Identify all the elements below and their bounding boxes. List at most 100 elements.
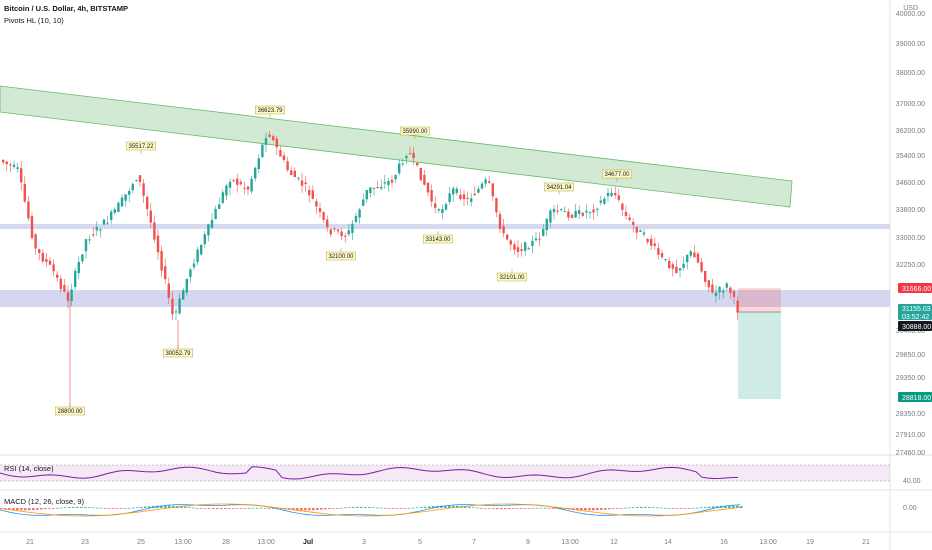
macd-bar bbox=[60, 507, 63, 509]
descending-channel[interactable] bbox=[0, 85, 793, 208]
macd-bar bbox=[668, 507, 671, 509]
macd-pane[interactable] bbox=[0, 491, 890, 531]
candle-body bbox=[354, 216, 358, 222]
rsi-pane[interactable] bbox=[0, 458, 890, 488]
rsi-legend[interactable]: RSI (14, close) bbox=[4, 464, 54, 473]
candle-body bbox=[149, 210, 152, 223]
candle-body bbox=[621, 203, 624, 210]
macd-bar bbox=[576, 508, 579, 511]
candle-body bbox=[300, 180, 304, 186]
candle-body bbox=[203, 234, 206, 245]
candle-body bbox=[725, 283, 728, 288]
candle-body bbox=[714, 292, 718, 296]
stop-loss-zone[interactable] bbox=[738, 288, 781, 312]
candle-body bbox=[549, 210, 552, 223]
macd-bar bbox=[52, 508, 55, 509]
candle-body bbox=[254, 167, 257, 179]
macd-bar bbox=[120, 508, 123, 509]
macd-bar bbox=[548, 508, 551, 509]
time-tick-label: 13:00 bbox=[257, 539, 275, 546]
macd-bar bbox=[504, 508, 507, 510]
candle-body bbox=[146, 196, 149, 210]
time-tick-label: 9 bbox=[526, 539, 530, 546]
candle-body bbox=[117, 202, 120, 213]
symbol-title[interactable]: Bitcoin / U.S. Dollar, 4h, BITSTAMP bbox=[4, 4, 129, 13]
indicator-legend[interactable]: Pivots HL (10, 10) bbox=[4, 16, 64, 25]
macd-bar bbox=[552, 508, 555, 509]
macd-bar bbox=[468, 506, 471, 508]
macd-bar bbox=[316, 508, 319, 511]
candlestick-series[interactable] bbox=[2, 130, 739, 410]
macd-bar bbox=[476, 507, 479, 509]
pivot-low-label: 33143.00 bbox=[423, 231, 454, 244]
macd-bar bbox=[688, 508, 691, 509]
macd-bar bbox=[168, 505, 171, 508]
candle-body bbox=[430, 189, 433, 202]
candle-body bbox=[635, 226, 638, 233]
macd-histogram[interactable] bbox=[0, 505, 743, 511]
macd-bar bbox=[8, 508, 11, 510]
macd-bar bbox=[268, 508, 271, 509]
candle-body bbox=[59, 278, 62, 290]
candle-body bbox=[20, 168, 23, 183]
stop-price-text: 31666.00 bbox=[902, 286, 931, 293]
candle-body bbox=[707, 280, 710, 288]
macd-bar bbox=[636, 506, 639, 508]
countdown-text: 03:52:42 bbox=[902, 314, 929, 321]
svg-text:34677.00: 34677.00 bbox=[604, 172, 630, 178]
price-axis[interactable]: 40000.00 39000.00 38000.00 37000.00 36200.00… bbox=[896, 11, 925, 457]
take-profit-zone[interactable] bbox=[738, 312, 781, 399]
rsi-line[interactable] bbox=[0, 466, 739, 480]
macd-bar bbox=[324, 508, 327, 510]
candle-body bbox=[279, 150, 282, 157]
candle-body bbox=[650, 238, 653, 246]
macd-bar bbox=[692, 507, 695, 509]
resistance-zone[interactable] bbox=[0, 224, 890, 229]
candle-body bbox=[480, 183, 484, 189]
macd-bar bbox=[360, 506, 363, 508]
time-tick-label: 5 bbox=[418, 539, 422, 546]
macd-bar bbox=[88, 507, 91, 508]
candle-body bbox=[632, 221, 635, 225]
candle-body bbox=[135, 180, 138, 182]
macd-bar bbox=[524, 508, 527, 509]
candle-body bbox=[552, 208, 556, 213]
macd-bar bbox=[528, 508, 531, 509]
candle-body bbox=[23, 183, 26, 202]
macd-bar bbox=[80, 506, 83, 508]
candle-body bbox=[646, 238, 649, 243]
time-tick-label: 25 bbox=[137, 539, 145, 546]
candle-body bbox=[369, 187, 372, 194]
candle-body bbox=[596, 208, 599, 210]
rsi-band bbox=[0, 465, 890, 481]
candle-body bbox=[423, 174, 426, 185]
candle-body bbox=[484, 179, 487, 184]
candle-body bbox=[70, 289, 73, 302]
macd-bar bbox=[600, 508, 603, 510]
candle-body bbox=[628, 217, 631, 221]
signal-line[interactable] bbox=[0, 503, 741, 517]
candle-body bbox=[599, 200, 602, 203]
candle-body bbox=[534, 238, 538, 241]
macd-bar bbox=[252, 507, 255, 509]
macd-bar bbox=[264, 507, 267, 509]
macd-bar bbox=[648, 506, 651, 508]
time-axis[interactable]: 21 23 25 13:00 28 13:00 Jul 3 5 7 9 13:00 12 14 16 13:0… bbox=[26, 539, 870, 546]
macd-bar bbox=[448, 505, 451, 508]
price-tick-label: 29350.00 bbox=[896, 375, 925, 382]
candle-body bbox=[488, 181, 491, 183]
macd-bar bbox=[64, 507, 67, 509]
macd-bar bbox=[480, 508, 483, 509]
macd-bar bbox=[96, 507, 99, 509]
candle-body bbox=[326, 219, 329, 228]
macd-bar bbox=[44, 508, 47, 510]
macd-bar bbox=[420, 507, 423, 508]
candle-body bbox=[527, 248, 530, 250]
macd-bar bbox=[388, 508, 391, 509]
support-zone[interactable] bbox=[0, 290, 890, 307]
macd-legend[interactable]: MACD (12, 26, close, 9) bbox=[4, 497, 85, 506]
candle-body bbox=[189, 269, 192, 277]
macd-bar bbox=[320, 508, 323, 510]
macd-bar bbox=[416, 507, 419, 509]
